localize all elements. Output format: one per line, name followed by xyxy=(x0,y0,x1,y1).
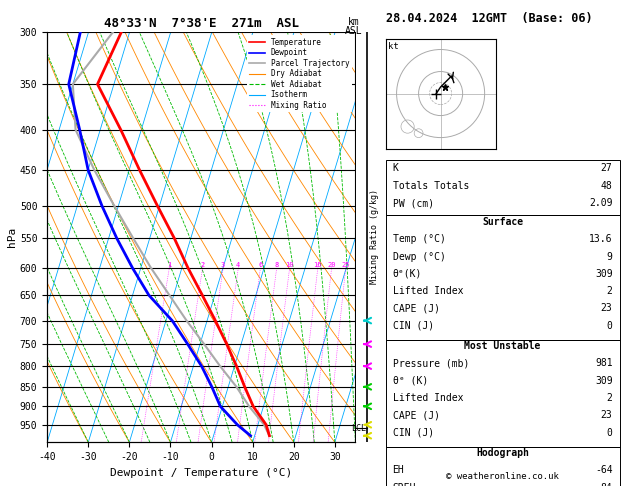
Text: 2.09: 2.09 xyxy=(589,198,613,208)
Text: θᵉ (K): θᵉ (K) xyxy=(392,376,428,386)
Text: 23: 23 xyxy=(601,410,613,420)
Text: 27: 27 xyxy=(601,163,613,174)
Text: CAPE (J): CAPE (J) xyxy=(392,410,440,420)
Text: 20: 20 xyxy=(327,262,336,268)
Text: CAPE (J): CAPE (J) xyxy=(392,303,440,313)
Text: 6: 6 xyxy=(259,262,262,268)
Text: 2: 2 xyxy=(606,393,613,403)
Text: LCL: LCL xyxy=(351,424,366,433)
Text: SREH: SREH xyxy=(392,483,416,486)
Text: Most Unstable: Most Unstable xyxy=(464,341,541,351)
Text: -64: -64 xyxy=(595,466,613,475)
Text: Pressure (mb): Pressure (mb) xyxy=(392,359,469,368)
Text: 23: 23 xyxy=(601,303,613,313)
Text: 309: 309 xyxy=(595,376,613,386)
Text: kt: kt xyxy=(387,42,399,51)
Text: 48: 48 xyxy=(601,181,613,191)
Text: θᵉ(K): θᵉ(K) xyxy=(392,269,422,279)
Text: Surface: Surface xyxy=(482,217,523,227)
Text: EH: EH xyxy=(392,466,404,475)
Text: 0: 0 xyxy=(606,428,613,438)
Text: 9: 9 xyxy=(606,252,613,261)
Text: 0: 0 xyxy=(606,321,613,331)
Text: 2: 2 xyxy=(606,286,613,296)
Title: 48°33'N  7°38'E  271m  ASL: 48°33'N 7°38'E 271m ASL xyxy=(104,17,299,31)
Legend: Temperature, Dewpoint, Parcel Trajectory, Dry Adiabat, Wet Adiabat, Isotherm, Mi: Temperature, Dewpoint, Parcel Trajectory… xyxy=(247,35,352,112)
Text: © weatheronline.co.uk: © weatheronline.co.uk xyxy=(446,472,559,481)
Text: 309: 309 xyxy=(595,269,613,279)
Text: Dewp (°C): Dewp (°C) xyxy=(392,252,445,261)
Text: 8: 8 xyxy=(274,262,279,268)
Text: 25: 25 xyxy=(342,262,350,268)
Text: Lifted Index: Lifted Index xyxy=(392,286,463,296)
Text: 981: 981 xyxy=(595,359,613,368)
Text: 10: 10 xyxy=(286,262,294,268)
Text: 1: 1 xyxy=(167,262,172,268)
X-axis label: Dewpoint / Temperature (°C): Dewpoint / Temperature (°C) xyxy=(110,468,292,478)
Text: Hodograph: Hodograph xyxy=(476,448,529,458)
Text: Totals Totals: Totals Totals xyxy=(392,181,469,191)
Text: ASL: ASL xyxy=(345,26,363,36)
Text: K: K xyxy=(392,163,399,174)
Text: Lifted Index: Lifted Index xyxy=(392,393,463,403)
Text: 28.04.2024  12GMT  (Base: 06): 28.04.2024 12GMT (Base: 06) xyxy=(386,12,592,25)
Text: CIN (J): CIN (J) xyxy=(392,321,434,331)
Text: CIN (J): CIN (J) xyxy=(392,428,434,438)
Text: Temp (°C): Temp (°C) xyxy=(392,234,445,244)
Y-axis label: hPa: hPa xyxy=(7,227,17,247)
Text: 3: 3 xyxy=(221,262,225,268)
Text: Mixing Ratio (g/kg): Mixing Ratio (g/kg) xyxy=(370,190,379,284)
Text: 84: 84 xyxy=(601,483,613,486)
Text: 16: 16 xyxy=(313,262,322,268)
Text: 2: 2 xyxy=(201,262,204,268)
Text: km: km xyxy=(348,17,360,27)
Text: 4: 4 xyxy=(236,262,240,268)
Text: 13.6: 13.6 xyxy=(589,234,613,244)
Text: PW (cm): PW (cm) xyxy=(392,198,434,208)
